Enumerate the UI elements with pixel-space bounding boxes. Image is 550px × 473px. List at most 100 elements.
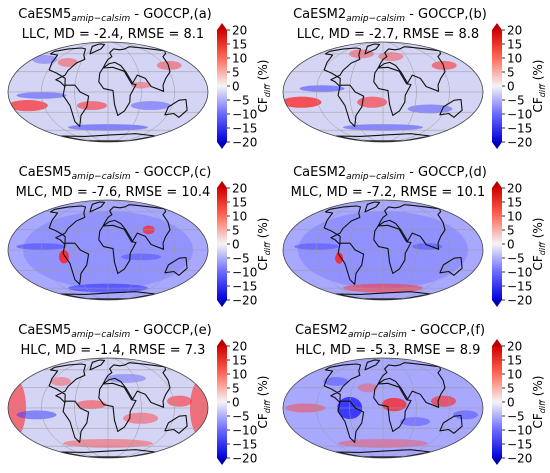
coastline xyxy=(102,46,171,92)
colorbar-tick-label: −5 xyxy=(507,410,525,424)
colorbar-extend-max xyxy=(217,339,227,346)
colorbar-tick-label: −20 xyxy=(232,294,257,308)
anomaly-patch xyxy=(130,101,171,111)
colorbar-extend-min xyxy=(492,142,502,149)
colorbar-tick-label: −10 xyxy=(507,424,532,438)
colorbar-tick-label: 5 xyxy=(232,224,240,238)
colorbar-tick-label: 0 xyxy=(507,80,515,94)
anomaly-patch xyxy=(8,100,48,112)
anomaly-patch xyxy=(381,397,407,412)
colorbar-tick-label: 5 xyxy=(232,382,240,396)
colorbar-tick-label: −10 xyxy=(232,108,257,122)
panel-stats: HLC, MD = -1.4, RMSE = 7.3 xyxy=(21,343,206,358)
panel-title-model: CaESM2 xyxy=(293,7,346,22)
colorbar-label: CFdiff (%) xyxy=(531,218,547,271)
coastline xyxy=(337,242,365,285)
colorbar-extend-max xyxy=(492,339,502,346)
graticule-meridian xyxy=(41,358,109,458)
panel-stats: LLC, MD = -2.4, RMSE = 8.1 xyxy=(22,27,204,42)
colorbar-tick-label: 5 xyxy=(507,66,515,80)
colorbar-extend-min xyxy=(217,142,227,149)
colorbar-tick-label: 20 xyxy=(507,182,522,196)
anomaly-patch xyxy=(283,96,322,108)
anomaly-patch xyxy=(76,101,107,111)
colorbar-tick-label: −15 xyxy=(232,122,257,136)
panel-title-subscript: amip−calsim xyxy=(348,330,407,340)
colorbar-tick-label: 15 xyxy=(232,196,247,210)
coastline xyxy=(62,400,90,443)
anomaly-patch xyxy=(156,61,182,70)
graticule-meridian xyxy=(107,358,142,458)
map-border xyxy=(7,357,209,459)
panel-b: CaESM2amip−calsim - GOCCP,(b) LLC, MD = -… xyxy=(282,7,547,150)
anomaly-patch xyxy=(453,410,479,420)
coastline xyxy=(377,46,446,92)
coastline xyxy=(337,84,365,127)
colorbar-tick-label: −5 xyxy=(232,410,250,424)
colorbar-tick-label: −15 xyxy=(232,280,257,294)
colorbar-tick-label: −15 xyxy=(507,438,532,452)
coastline xyxy=(89,201,106,213)
graticule-meridian xyxy=(107,42,175,142)
colorbar-tick-label: 20 xyxy=(507,24,522,38)
map-border xyxy=(7,199,209,301)
graticule-meridian xyxy=(382,200,417,300)
coastline xyxy=(62,84,90,127)
coastline xyxy=(98,382,137,432)
anomaly-patch xyxy=(50,377,71,386)
colorbar-tick-label: −5 xyxy=(507,252,525,266)
graticule-meridian xyxy=(74,42,109,142)
colorbar-extend-min xyxy=(492,300,502,307)
colorbar-tick-label: −15 xyxy=(507,280,532,294)
coastline xyxy=(48,205,87,246)
panel-title: CaESM5amip−calsim - GOCCP,(a) xyxy=(18,7,211,24)
colorbar-tick-label: −5 xyxy=(232,94,250,108)
colorbar-tick-label: −10 xyxy=(507,108,532,122)
graticule-meridian xyxy=(107,358,175,458)
graticule-meridian xyxy=(107,200,175,300)
coastline xyxy=(59,133,157,142)
graticule-meridian xyxy=(41,200,109,300)
colorbar-tick-label: 0 xyxy=(507,396,515,410)
graticule-meridian xyxy=(382,358,417,458)
coastline xyxy=(334,449,432,458)
colorbar-tick-label: 15 xyxy=(507,196,522,210)
colorbar-label: CFdiff (%) xyxy=(256,218,272,271)
coastline xyxy=(164,414,188,434)
map-border xyxy=(282,357,484,459)
panel-d: CaESM2amip−calsim - GOCCP,(d) MLC, MD = -… xyxy=(282,165,547,308)
colorbar-tick-label: −5 xyxy=(232,252,250,266)
colorbar xyxy=(217,346,227,458)
panel-title-suffix: - GOCCP,(c) xyxy=(131,165,212,180)
colorbar-tick-label: 10 xyxy=(507,210,522,224)
colorbar-tick-label: −20 xyxy=(507,294,532,308)
colorbar-tick-label: 15 xyxy=(507,354,522,368)
panel-title-subscript: amip−calsim xyxy=(71,14,130,24)
colorbar-tick-label: 5 xyxy=(507,382,515,396)
anomaly-patch xyxy=(16,410,57,420)
map-e xyxy=(8,358,208,458)
panel-title: CaESM5amip−calsim - GOCCP,(c) xyxy=(19,165,212,182)
colorbar xyxy=(492,30,502,142)
panel-title-model: CaESM5 xyxy=(18,323,71,338)
anomaly-patch xyxy=(431,395,457,407)
map-b xyxy=(283,42,483,142)
colorbar-label: CFdiff (%) xyxy=(531,376,547,429)
graticule-meridian xyxy=(349,42,384,142)
colorbar-tick-label: −10 xyxy=(232,266,257,280)
coastline xyxy=(98,224,137,274)
colorbar-tick-label: 0 xyxy=(232,238,240,252)
panel-title: CaESM2amip−calsim - GOCCP,(b) xyxy=(293,7,487,24)
colorbar-tick-label: −20 xyxy=(232,452,257,466)
map-c xyxy=(8,200,208,300)
anomaly-patch xyxy=(357,96,388,108)
anomaly-patch xyxy=(323,377,349,386)
panel-title-suffix: - GOCCP,(b) xyxy=(405,7,487,22)
graticule-meridian xyxy=(41,42,109,142)
coastline xyxy=(98,66,137,116)
panel-title-model: CaESM2 xyxy=(295,323,348,338)
panel-stats: MLC, MD = -7.6, RMSE = 10.4 xyxy=(16,185,211,200)
colorbar-tick-label: 5 xyxy=(232,66,240,80)
graticule-meridian xyxy=(316,358,384,458)
coastline xyxy=(364,359,381,371)
